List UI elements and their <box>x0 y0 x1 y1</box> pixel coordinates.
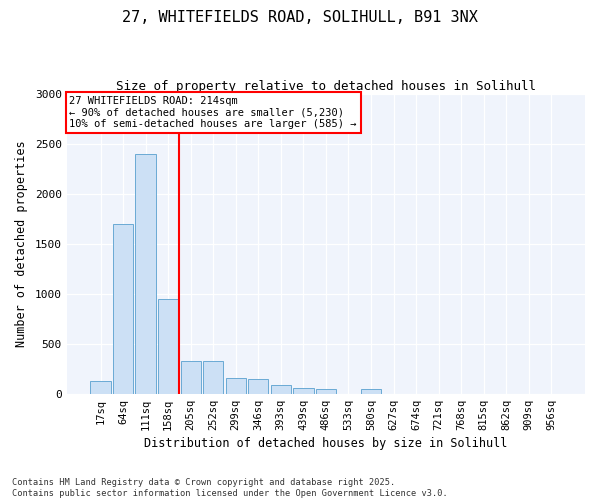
Bar <box>248 379 268 394</box>
X-axis label: Distribution of detached houses by size in Solihull: Distribution of detached houses by size … <box>144 437 508 450</box>
Text: 27, WHITEFIELDS ROAD, SOLIHULL, B91 3NX: 27, WHITEFIELDS ROAD, SOLIHULL, B91 3NX <box>122 10 478 25</box>
Title: Size of property relative to detached houses in Solihull: Size of property relative to detached ho… <box>116 80 536 93</box>
Bar <box>158 299 178 394</box>
Text: 27 WHITEFIELDS ROAD: 214sqm
← 90% of detached houses are smaller (5,230)
10% of : 27 WHITEFIELDS ROAD: 214sqm ← 90% of det… <box>70 96 357 129</box>
Text: Contains HM Land Registry data © Crown copyright and database right 2025.
Contai: Contains HM Land Registry data © Crown c… <box>12 478 448 498</box>
Bar <box>113 224 133 394</box>
Bar <box>181 361 201 394</box>
Bar <box>316 389 336 394</box>
Bar <box>361 390 381 394</box>
Bar <box>226 378 246 394</box>
Bar <box>203 361 223 394</box>
Bar <box>91 381 110 394</box>
Y-axis label: Number of detached properties: Number of detached properties <box>15 140 28 348</box>
Bar <box>271 385 291 394</box>
Bar <box>136 154 156 394</box>
Bar <box>293 388 314 394</box>
